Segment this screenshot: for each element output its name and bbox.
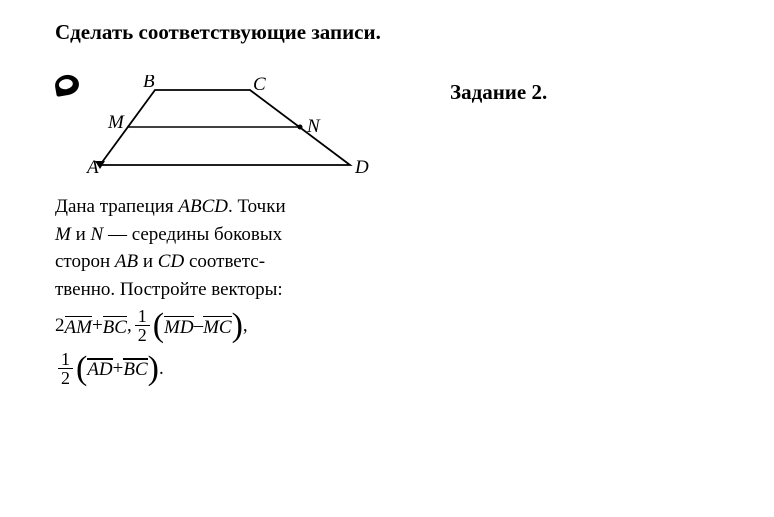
vec-MC: MC <box>203 314 232 340</box>
rparen-2: ) <box>148 355 159 382</box>
math-expression-2: 1 2 (AD + BC). <box>55 350 405 389</box>
vec-BC: BC <box>103 314 127 340</box>
coef-2: 2 <box>55 315 65 338</box>
math-expression-1: 2AM + BC , 1 2 (MD – MC), <box>55 307 405 346</box>
text-4: твенно. Постройте векторы: <box>55 279 283 300</box>
period: . <box>159 358 164 381</box>
plus-2: + <box>113 358 124 381</box>
text-m: M <box>55 224 71 245</box>
text-abcd: ABCD <box>178 196 228 217</box>
text-3b: соответс- <box>184 251 265 272</box>
problem-text: Дана трапеция ABCD. Точки M и N — середи… <box>55 193 405 303</box>
frac-half-1: 1 2 <box>135 307 150 346</box>
minus: – <box>194 315 204 338</box>
rparen-1: ) <box>232 312 243 339</box>
frac-num-1: 1 <box>135 307 150 326</box>
frac-den-1: 2 <box>135 326 150 346</box>
lparen-1: ( <box>153 312 164 339</box>
text-and2: и <box>138 251 158 272</box>
comma-2: , <box>243 315 248 338</box>
trapezoid-svg: B C M N A D <box>85 75 375 185</box>
vec-BC-2: BC <box>123 356 147 382</box>
bullet-marker <box>53 73 80 97</box>
text-ab: AB <box>115 251 138 272</box>
frac-half-2: 1 2 <box>58 350 73 389</box>
comma-1: , <box>127 315 132 338</box>
label-M: M <box>107 112 125 133</box>
vec-AM: AM <box>65 314 92 340</box>
text-1a: Дана трапеция <box>55 196 178 217</box>
text-2b: — середины боковых <box>103 224 282 245</box>
frac-den-2: 2 <box>58 369 73 389</box>
plus-1: + <box>92 315 103 338</box>
text-3a: сторон <box>55 251 115 272</box>
text-n: N <box>91 224 104 245</box>
trapezoid-figure: B C M N A D <box>55 75 375 185</box>
vec-AD: AD <box>87 356 112 382</box>
vec-MD: MD <box>164 314 194 340</box>
label-N: N <box>306 116 321 137</box>
task-header: Задание 2. <box>450 80 547 105</box>
instruction-text: Сделать соответствующие записи. <box>30 20 744 45</box>
frac-num-2: 1 <box>58 350 73 369</box>
text-and1: и <box>71 224 91 245</box>
label-A: A <box>85 157 99 178</box>
label-B: B <box>143 75 155 92</box>
label-D: D <box>354 157 369 178</box>
text-cd: CD <box>158 251 184 272</box>
text-1b: . Точки <box>228 196 286 217</box>
lparen-2: ( <box>76 355 87 382</box>
problem-block: B C M N A D Дана трапеция ABCD. Точки M … <box>30 75 405 389</box>
label-C: C <box>253 75 266 95</box>
